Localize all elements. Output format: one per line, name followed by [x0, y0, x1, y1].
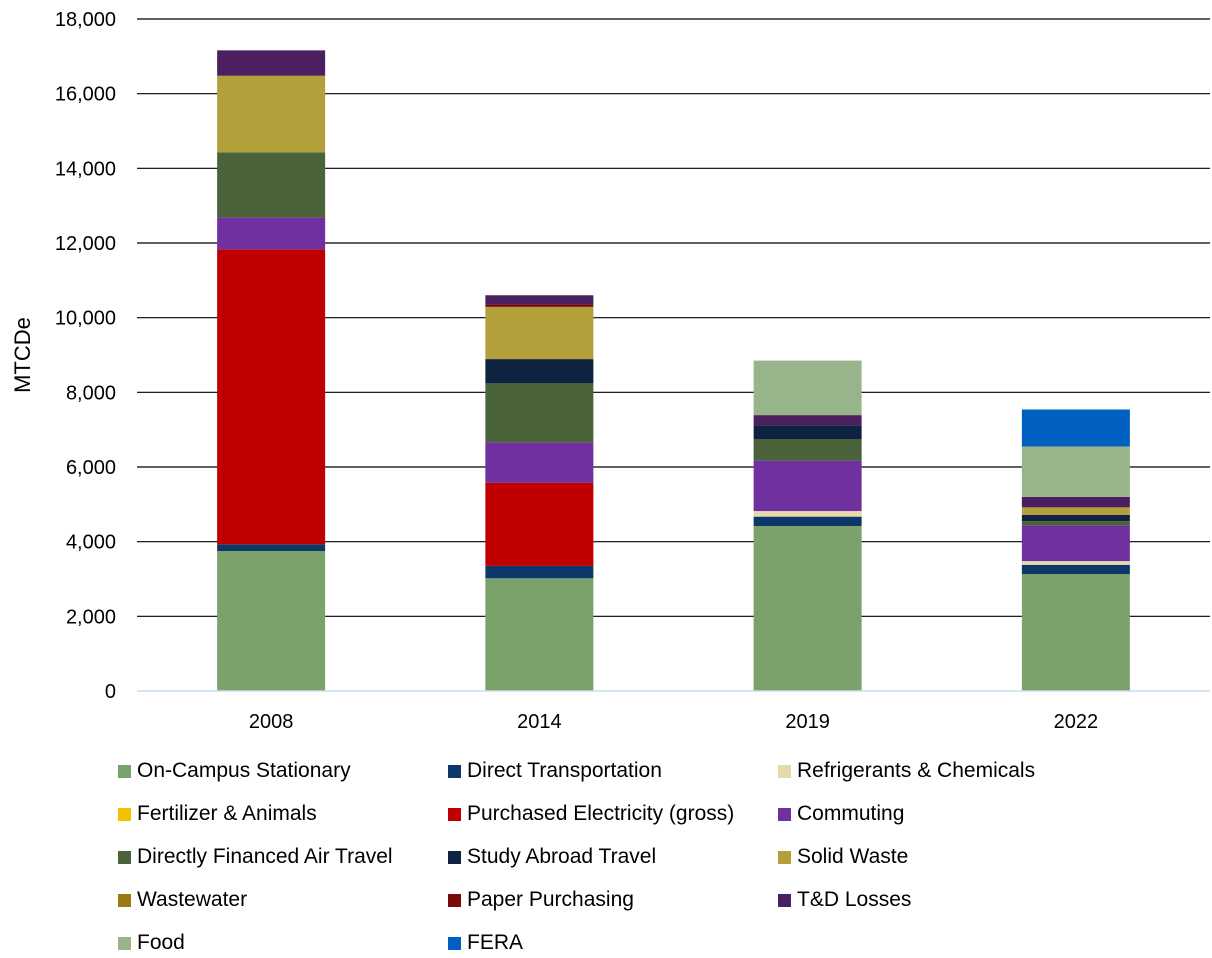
- legend-label: Direct Transportation: [467, 759, 662, 782]
- bar-segment: [217, 217, 326, 250]
- legend-label: Solid Waste: [797, 845, 909, 868]
- bar-segment: [753, 425, 862, 439]
- bar-segment: [1021, 525, 1130, 562]
- legend-entry: Purchased Electricity (gross): [448, 799, 778, 829]
- bar-segment: [217, 152, 326, 218]
- legend-swatch: [448, 893, 461, 907]
- legend-label: Refrigerants & Chemicals: [797, 759, 1036, 782]
- legend-entry: Paper Purchasing: [448, 885, 778, 915]
- legend-label: Study Abroad Travel: [467, 845, 657, 868]
- legend-swatch: [778, 764, 791, 778]
- bar-segment: [1021, 446, 1130, 497]
- y-tick-label: 2,000: [66, 606, 116, 628]
- x-axis-tick-labels: 2008 2014 2019 2022: [249, 711, 1098, 733]
- legend-entry: Direct Transportation: [448, 756, 778, 786]
- legend-entry: FERA: [448, 928, 778, 958]
- legend-entry: Directly Financed Air Travel: [118, 842, 448, 872]
- bar-segment: [753, 360, 862, 416]
- legend-entry: Study Abroad Travel: [448, 842, 778, 872]
- legend-entry: Refrigerants & Chemicals: [778, 756, 1108, 786]
- x-tick-label: 2022: [1054, 711, 1099, 733]
- legend-label: Wastewater: [137, 888, 248, 911]
- bar-segment: [753, 516, 862, 526]
- bar-segment: [485, 482, 594, 566]
- legend-label: Paper Purchasing: [467, 888, 634, 911]
- bar-segment: [485, 359, 594, 384]
- legend-label: Fertilizer & Animals: [137, 802, 317, 825]
- bar-segment: [217, 544, 326, 551]
- bar-segment: [1021, 514, 1130, 522]
- bar-segment: [753, 460, 862, 512]
- bar-segment: [485, 442, 594, 483]
- y-tick-label: 18,000: [55, 9, 116, 31]
- bar-segment: [1021, 521, 1130, 526]
- bar-segment: [753, 511, 862, 517]
- legend-entry: T&D Losses: [778, 885, 1108, 915]
- y-tick-label: 12,000: [55, 233, 116, 255]
- legend-swatch: [118, 850, 131, 864]
- legend-entry: On-Campus Stationary: [118, 756, 448, 786]
- y-axis-label: MTCDe: [10, 317, 35, 393]
- bar-segment: [1021, 561, 1130, 565]
- x-tick-label: 2019: [785, 711, 830, 733]
- bar-segment: [753, 415, 862, 426]
- legend-entry: Fertilizer & Animals: [118, 799, 448, 829]
- legend-entry: Commuting: [778, 799, 1108, 829]
- bar-segment: [485, 304, 594, 307]
- y-tick-label: 8,000: [66, 382, 116, 404]
- bar-segment: [485, 295, 594, 305]
- bar-segment: [1021, 507, 1130, 515]
- legend-entry: Solid Waste: [778, 842, 1108, 872]
- bar-segment: [217, 249, 326, 545]
- legend-label: Food: [137, 931, 185, 954]
- y-tick-label: 4,000: [66, 532, 116, 554]
- bar-segment: [753, 525, 862, 691]
- legend-label: FERA: [467, 931, 524, 954]
- bar-segment: [217, 75, 326, 153]
- bar-segment: [1021, 574, 1130, 691]
- legend-swatch: [778, 893, 791, 907]
- legend: On-Campus Stationary Direct Transportatio…: [118, 756, 1208, 958]
- legend-label: On-Campus Stationary: [137, 759, 351, 782]
- bar-segment: [217, 50, 326, 76]
- legend-swatch: [448, 764, 461, 778]
- legend-label: T&D Losses: [797, 888, 912, 911]
- legend-swatch: [778, 807, 791, 821]
- y-tick-label: 14,000: [55, 158, 116, 180]
- y-tick-label: 10,000: [55, 308, 116, 330]
- legend-entry: Food: [118, 928, 448, 958]
- bar-segment: [753, 439, 862, 461]
- legend-entry: Wastewater: [118, 885, 448, 915]
- legend-swatch: [118, 764, 131, 778]
- y-tick-label: 0: [105, 681, 116, 703]
- legend-swatch: [778, 850, 791, 864]
- bar-segment: [485, 578, 594, 691]
- legend-label: Purchased Electricity (gross): [467, 802, 735, 825]
- legend-swatch: [118, 893, 131, 907]
- legend-label: Directly Financed Air Travel: [137, 845, 393, 868]
- bar-segment: [485, 565, 594, 579]
- bar-segment: [217, 551, 326, 691]
- bar-segment: [1021, 496, 1130, 508]
- stacked-bar-chart: 0 2,000 4,000 6,000 8,000 10,000 12,000 14,000 1…: [10, 9, 1210, 733]
- x-tick-label: 2008: [249, 711, 294, 733]
- bar-segment: [485, 383, 594, 443]
- x-tick-label: 2014: [517, 711, 562, 733]
- legend-swatch: [118, 936, 131, 950]
- legend-swatch: [448, 850, 461, 864]
- y-tick-label: 16,000: [55, 84, 116, 106]
- legend-swatch: [448, 936, 461, 950]
- y-tick-label: 6,000: [66, 457, 116, 479]
- y-axis-tick-labels: 0 2,000 4,000 6,000 8,000 10,000 12,000 14,000 1…: [55, 9, 116, 703]
- bar-segment: [1021, 564, 1130, 575]
- bar-segment: [1021, 409, 1130, 447]
- legend-swatch: [118, 807, 131, 821]
- bars: [217, 50, 1130, 691]
- legend-swatch: [448, 807, 461, 821]
- bar-segment: [485, 306, 594, 360]
- legend-label: Commuting: [797, 802, 905, 825]
